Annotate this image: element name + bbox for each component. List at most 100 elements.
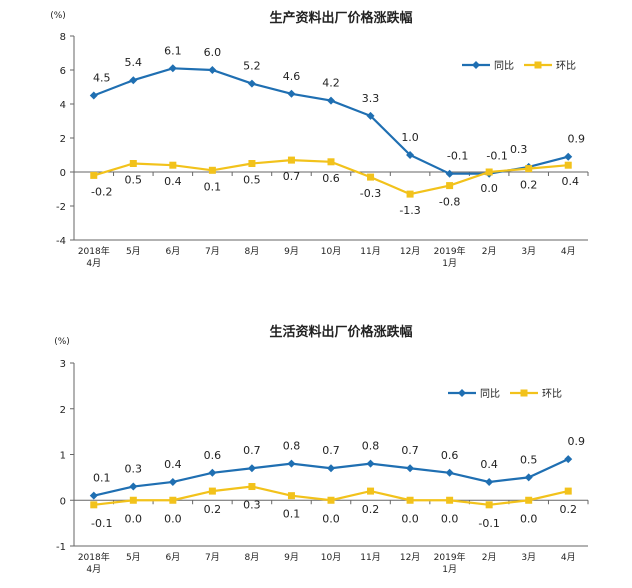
chart2-point-mom	[446, 496, 454, 504]
chart1-data-label-mom: -0.3	[360, 187, 381, 200]
chart1-y-tick-label: 6	[60, 66, 66, 77]
chart2-category-label: 4月	[86, 564, 101, 575]
chart1-category-label: 4月	[561, 246, 576, 257]
chart2-y-tick-label: 3	[60, 359, 66, 370]
chart1-data-label-yoy: 1.0	[401, 131, 419, 144]
chart2-category-label: 8月	[245, 552, 260, 563]
chart1-point-yoy	[327, 96, 335, 105]
chart1-y-tick-label: 0	[60, 168, 66, 179]
chart2-point-mom	[367, 487, 375, 495]
chart2-point-yoy	[168, 477, 177, 486]
chart1-data-label-yoy: -0.1	[486, 150, 507, 163]
chart2-data-label-mom: 0.2	[559, 503, 577, 516]
chart1-data-label-yoy: 4.6	[283, 70, 301, 83]
chart1-category-label: 9月	[284, 246, 299, 257]
chart1-point-yoy	[168, 64, 177, 73]
chart1-data-label-yoy: 0.3	[510, 143, 528, 156]
chart2-data-label-mom: -0.1	[91, 517, 112, 530]
chart1-legend-label: 环比	[556, 60, 576, 72]
chart2-data-label-yoy: 0.4	[480, 458, 498, 471]
chart2-unit-label: (%)	[54, 337, 70, 347]
chart2-data-label-mom: 0.3	[243, 499, 261, 512]
chart2-data-label-yoy: 0.7	[322, 444, 340, 457]
chart1-point-mom	[525, 165, 533, 173]
chart1-point-yoy	[287, 89, 296, 98]
chart1-point-mom	[90, 171, 98, 179]
chart1-data-label-mom: 0.4	[164, 175, 182, 188]
chart2-point-yoy	[247, 464, 256, 473]
chart1-y-tick-label: -4	[56, 236, 66, 247]
chart1-point-yoy	[445, 169, 454, 178]
chart2-category-label: 12月	[400, 552, 420, 563]
chart1-point-mom	[169, 161, 177, 169]
chart2-data-label-mom: 0.2	[362, 503, 380, 516]
chart1-legend-marker-yoy	[472, 61, 480, 69]
chart2-y-tick-label: 0	[60, 496, 66, 507]
chart2-point-yoy	[366, 459, 375, 468]
chart1-category-label: 1月	[442, 258, 457, 269]
chart2-data-label-yoy: 0.4	[164, 458, 182, 471]
chart2-point-yoy	[485, 477, 494, 486]
chart2-category-label: 2019年	[434, 551, 466, 563]
chart1-y-tick-label: 2	[60, 134, 66, 145]
chart1-data-label-yoy: 6.0	[204, 46, 222, 59]
chart1-data-label-mom: 0.6	[322, 172, 340, 185]
chart1-data-label-mom: 0.5	[243, 174, 261, 187]
chart2-legend-marker-mom	[520, 389, 528, 397]
chart1-legend-label: 同比	[494, 60, 514, 72]
chart1-point-mom	[446, 182, 454, 190]
chart2-data-label-mom: 0.0	[401, 512, 419, 525]
chart2-data-label-yoy: 0.7	[401, 444, 419, 457]
chart1-point-mom	[129, 160, 137, 167]
chart1-data-label-mom: 0.7	[283, 170, 301, 183]
chart1-y-tick-label: 4	[60, 100, 66, 111]
chart1-data-label-mom: 0.5	[125, 174, 143, 187]
chart1-data-label-mom: -0.2	[91, 185, 112, 198]
chart2-data-label-yoy: 0.1	[93, 472, 111, 485]
chart2-data-label-yoy: 0.5	[520, 453, 538, 466]
chart2-category-label: 3月	[521, 552, 536, 563]
chart1-point-yoy	[366, 111, 375, 120]
chart1-category-label: 8月	[245, 246, 260, 257]
chart1-y-tick-label: -2	[56, 202, 66, 213]
chart2-data-label-mom: 0.1	[283, 508, 301, 521]
chart1-point-yoy	[247, 79, 256, 88]
chart1-data-label-yoy: 5.4	[125, 56, 143, 69]
chart1-point-yoy	[89, 91, 98, 100]
chart1-point-mom	[485, 168, 493, 176]
chart1-data-label-mom: -1.3	[399, 204, 420, 217]
chart1-category-label: 7月	[205, 246, 220, 257]
chart2-legend-marker-yoy	[458, 389, 466, 397]
chart2-category-label: 6月	[165, 552, 180, 563]
chart2-data-label-mom: 0.2	[204, 503, 222, 516]
chart2-category-label: 2018年	[78, 551, 110, 563]
chart2-data-label-yoy: 0.6	[204, 449, 222, 462]
chart1-category-label: 2月	[482, 246, 497, 257]
chart2-point-yoy	[208, 468, 217, 477]
chart2-point-mom	[287, 492, 295, 500]
chart2-point-yoy	[524, 473, 533, 482]
chart1-data-label-mom: 0.0	[480, 182, 498, 195]
chart1-category-label: 4月	[86, 258, 101, 269]
chart2-point-mom	[485, 501, 493, 509]
chart1-point-mom	[287, 156, 295, 164]
chart2-category-label: 9月	[284, 552, 299, 563]
chart2-data-label-yoy: 0.6	[441, 449, 459, 462]
chart1-category-label: 2018年	[78, 245, 110, 257]
chart1-category-label: 6月	[165, 246, 180, 257]
chart2-category-label: 2月	[482, 552, 497, 563]
chart2-point-mom	[327, 496, 335, 504]
chart1-category-label: 10月	[321, 246, 341, 257]
chart1-data-label-mom: -0.8	[439, 196, 460, 209]
chart1-point-yoy	[208, 66, 217, 74]
chart2-category-label: 1月	[442, 564, 457, 575]
chart1-category-label: 5月	[126, 246, 141, 257]
chart2-point-mom	[564, 487, 572, 495]
chart1-unit-label: (%)	[50, 11, 66, 21]
chart1-category-label: 12月	[400, 246, 420, 257]
chart2-y-tick-label: 1	[60, 451, 66, 462]
chart1-category-label: 3月	[521, 246, 536, 257]
chart2-data-label-yoy: 0.3	[125, 463, 143, 476]
chart2-point-mom	[525, 496, 533, 504]
